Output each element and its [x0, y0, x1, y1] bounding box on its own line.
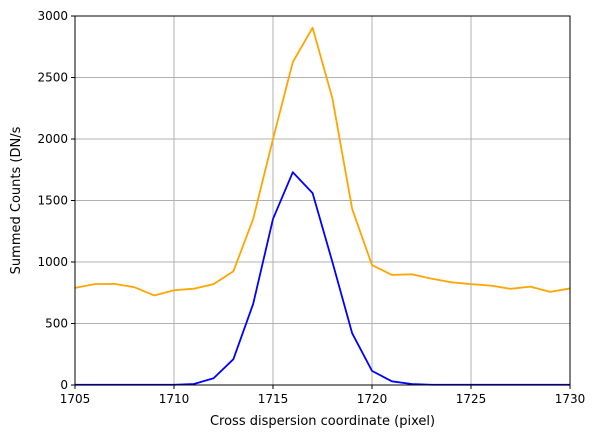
x-tick-label: 1705: [60, 392, 91, 406]
y-tick-label: 2000: [37, 132, 68, 146]
y-tick-label: 1500: [37, 194, 68, 208]
x-tick-label: 1730: [555, 392, 586, 406]
x-axis-ticks: 1705 1710 1715 1720 1725 1730: [60, 385, 586, 406]
x-tick-label: 1710: [159, 392, 190, 406]
y-tick-label: 500: [45, 317, 68, 331]
y-axis-label: Summed Counts (DN/s: [9, 126, 24, 274]
x-tick-label: 1725: [456, 392, 487, 406]
series-line-1: [74, 26, 571, 297]
y-axis-ticks: 0 500 1000 1500 2000 2500 3000: [37, 9, 75, 392]
x-axis-label: Cross dispersion coordinate (pixel): [210, 414, 435, 429]
x-tick-label: 1720: [357, 392, 388, 406]
y-tick-label: 2500: [37, 71, 68, 85]
y-tick-label: 0: [60, 378, 68, 392]
y-tick-label: 3000: [37, 9, 68, 23]
y-tick-label: 1000: [37, 255, 68, 269]
x-tick-label: 1715: [258, 392, 289, 406]
